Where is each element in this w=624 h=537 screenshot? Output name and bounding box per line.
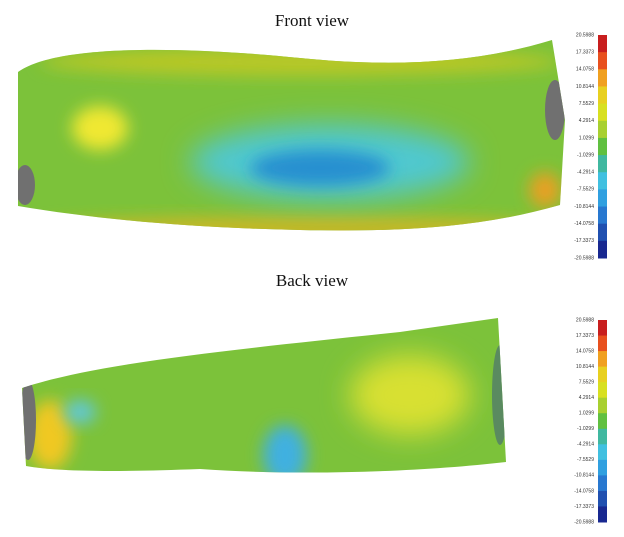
color-bar-segment — [598, 189, 607, 207]
scale-label: 4.2914 — [579, 395, 595, 401]
scale-label: -20.5988 — [574, 255, 594, 261]
back-surface — [0, 310, 520, 490]
scale-label: -1.0299 — [577, 152, 594, 158]
color-bar-segment — [598, 121, 607, 139]
scale-label: -14.0758 — [574, 221, 594, 227]
color-bar-segment — [598, 382, 607, 398]
color-bar-segment — [598, 367, 607, 383]
color-bar-segment — [598, 351, 607, 367]
scale-label: -10.8144 — [574, 473, 594, 479]
scale-label: 10.8144 — [576, 364, 594, 370]
scale-label: 1.0299 — [579, 411, 595, 417]
panel-title: Back view — [276, 271, 349, 290]
color-bar-segment — [598, 52, 607, 70]
color-bar-segment — [598, 35, 607, 53]
scale-label: 7.5529 — [579, 101, 595, 107]
scale-label: -14.0758 — [574, 488, 594, 494]
color-bar-segment — [598, 398, 607, 414]
scale-label: 10.8144 — [576, 84, 594, 90]
scale-label: -4.2914 — [577, 170, 594, 176]
color-bar-segment — [598, 429, 607, 445]
color-bar-segment — [598, 104, 607, 122]
color-bar-segment — [598, 475, 607, 491]
color-bar-segment — [598, 138, 607, 156]
scale-label: 14.0758 — [576, 67, 594, 73]
scale-label: -4.2914 — [577, 442, 594, 448]
front-surface — [0, 30, 580, 260]
scale-label: 7.5529 — [579, 379, 595, 385]
scale-label: 4.2914 — [579, 118, 595, 124]
scale-label: -1.0299 — [577, 426, 594, 432]
panel-title: Front view — [275, 11, 350, 30]
scale-label: 20.5988 — [576, 317, 594, 323]
scale-label: 1.0299 — [579, 135, 595, 141]
scale-label: 17.3373 — [576, 49, 594, 55]
color-bar-segment — [598, 444, 607, 460]
color-bar-segment — [598, 460, 607, 476]
color-bar-segment — [598, 336, 607, 352]
scale-label: 20.5988 — [576, 32, 594, 38]
color-bar-segment — [598, 207, 607, 225]
scale-label: -7.5529 — [577, 457, 594, 463]
scale-label: -17.3373 — [574, 238, 594, 244]
color-bar-segment — [598, 320, 607, 336]
scale-label: 17.3373 — [576, 333, 594, 339]
color-bar-segment — [598, 172, 607, 190]
scale-label: 14.0758 — [576, 348, 594, 354]
color-bar-segment — [598, 491, 607, 507]
color-bar-segment — [598, 224, 607, 242]
color-bar-segment — [598, 155, 607, 173]
figure: Front view Back view 20.5988 17.3373 14.07… — [0, 0, 624, 532]
color-bar-segment — [598, 241, 607, 259]
scale-label: -10.8144 — [574, 204, 594, 210]
scale-label: -17.3373 — [574, 504, 594, 510]
color-bar-segment — [598, 413, 607, 429]
color-bar-segment — [598, 86, 607, 104]
color-bar-segment — [598, 69, 607, 87]
color-bar-segment — [598, 506, 607, 522]
scale-label: -7.5529 — [577, 187, 594, 193]
scale-label: -20.5988 — [574, 519, 594, 525]
